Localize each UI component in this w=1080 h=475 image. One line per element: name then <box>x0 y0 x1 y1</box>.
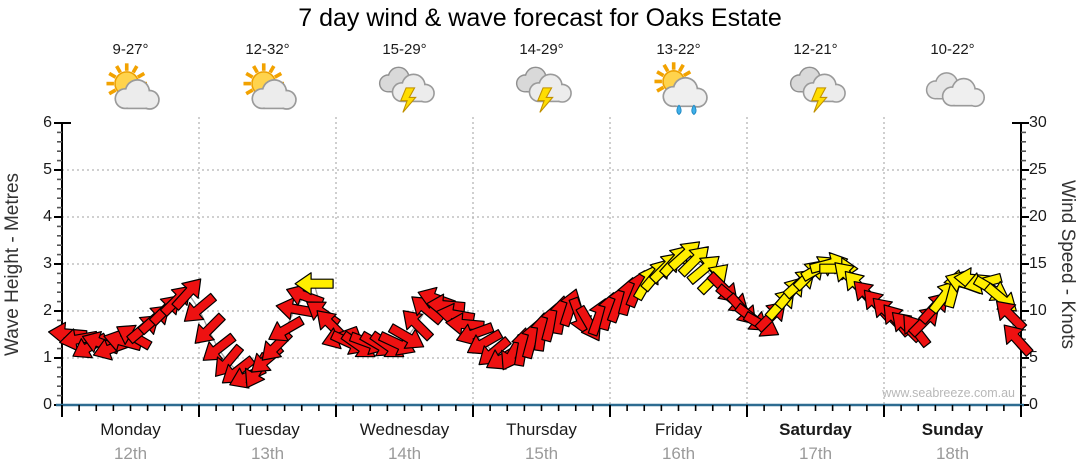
wave-tick-label: 3 <box>43 255 52 272</box>
wind-tick-label: 25 <box>1029 161 1047 178</box>
wind-speed-axis-title: Wind Speed - Knots <box>1057 179 1078 349</box>
wind-arrow <box>202 332 237 361</box>
date-label: 17th <box>798 444 833 463</box>
wind-arrow <box>402 310 435 342</box>
date-label: 13th <box>250 444 285 463</box>
wind-tick-label: 15 <box>1029 255 1047 272</box>
wind-arrow <box>294 272 334 296</box>
wave-tick-label: 0 <box>43 396 52 413</box>
day-label: Wednesday <box>359 420 450 439</box>
temp-label: 13-22° <box>656 41 701 58</box>
temp-label: 12-21° <box>793 41 838 58</box>
day-label: Monday <box>100 420 161 439</box>
wind-tick-label: 5 <box>1029 349 1038 366</box>
day-label: Thursday <box>506 420 577 439</box>
day-label: Sunday <box>921 420 984 439</box>
wind-arrow <box>171 278 202 311</box>
temp-label: 10-22° <box>930 41 975 58</box>
sun-rain-icon <box>647 62 711 118</box>
date-label: 14th <box>387 444 422 463</box>
storm-icon-glyph <box>789 66 846 113</box>
date-label: 18th <box>935 444 970 463</box>
wave-tick-label: 5 <box>43 161 52 178</box>
day-label: Saturday <box>779 420 852 439</box>
wind-tick-label: 30 <box>1029 114 1047 131</box>
wave-tick-label: 4 <box>43 208 52 225</box>
day-label: Friday <box>654 420 703 439</box>
wind-arrow <box>183 292 218 322</box>
wave-tick-label: 1 <box>43 349 52 366</box>
partly-cloudy-icon <box>236 62 300 118</box>
sun-rain-icon-glyph <box>653 62 708 116</box>
wind-arrow <box>387 323 425 349</box>
temp-label: 9-27° <box>112 41 149 58</box>
chart-title: 7 day wind & wave forecast for Oaks Esta… <box>298 4 782 32</box>
storm-icon-glyph <box>378 66 435 113</box>
wind-arrow <box>1003 324 1034 357</box>
wind-tick-label: 20 <box>1029 208 1047 225</box>
date-label: 15th <box>524 444 559 463</box>
wind-arrow <box>677 246 709 278</box>
wind-arrow <box>194 312 226 344</box>
cloudy-icon <box>921 62 985 118</box>
partly-cloudy-icon-glyph <box>242 63 297 110</box>
partly-cloudy-icon <box>99 62 163 118</box>
wind-arrow <box>286 284 325 308</box>
wind-arrow <box>995 300 1028 333</box>
temp-label: 15-29° <box>382 41 427 58</box>
wave-tick-label: 6 <box>43 114 52 131</box>
temp-label: 14-29° <box>519 41 564 58</box>
date-label: 16th <box>661 444 696 463</box>
wind-tick-label: 0 <box>1029 396 1038 413</box>
storm-icon-glyph <box>515 66 572 113</box>
watermark-link: www.seabreeze.com.au <box>882 386 1015 400</box>
wind-arrow <box>268 315 305 342</box>
storm-icon <box>373 62 437 118</box>
partly-cloudy-icon-glyph <box>105 63 160 110</box>
storm-icon <box>510 62 574 118</box>
day-label: Tuesday <box>235 420 300 439</box>
wind-arrow <box>686 255 720 285</box>
wind-arrow <box>59 328 99 352</box>
wind-tick-label: 10 <box>1029 302 1047 319</box>
wave-tick-label: 2 <box>43 302 52 319</box>
storm-icon <box>784 62 848 118</box>
cloudy-icon-glyph <box>925 72 985 108</box>
temp-label: 12-32° <box>245 41 290 58</box>
date-label: 12th <box>113 444 148 463</box>
